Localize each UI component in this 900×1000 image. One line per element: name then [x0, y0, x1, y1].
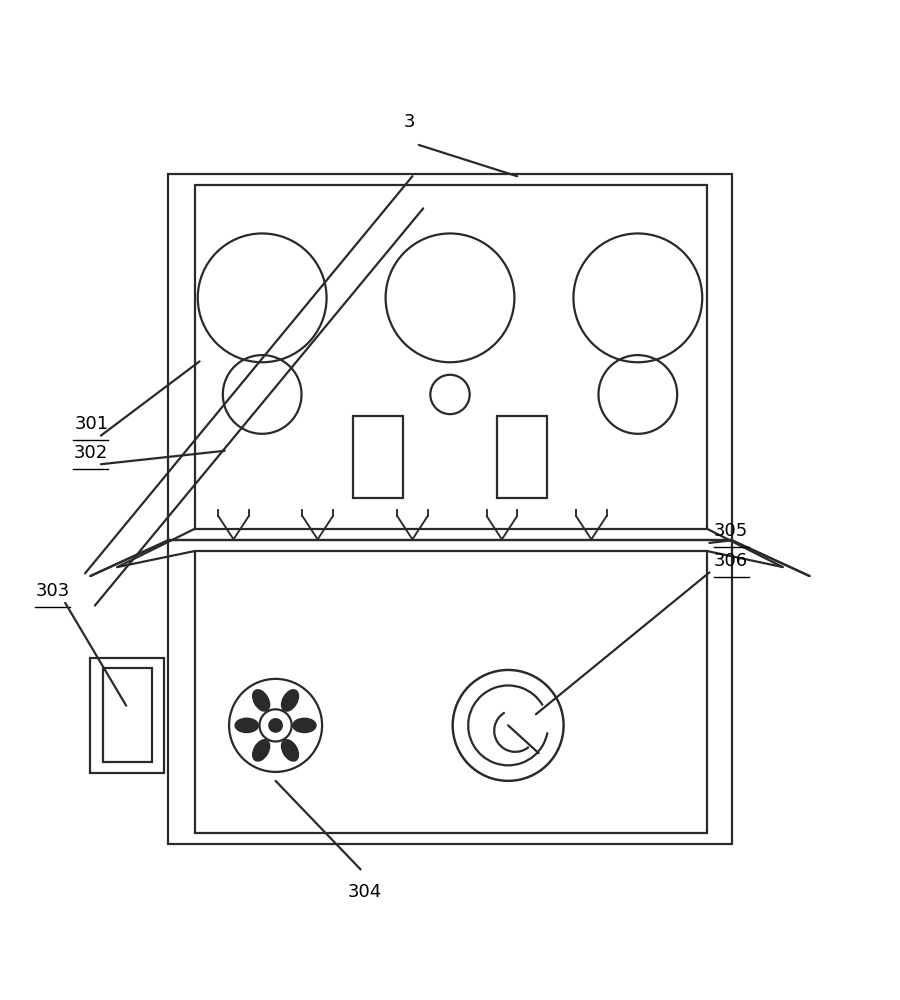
- Bar: [498, 416, 546, 498]
- Ellipse shape: [282, 740, 299, 761]
- Bar: [90, 658, 164, 773]
- Text: 306: 306: [714, 552, 748, 570]
- Bar: [195, 551, 706, 833]
- Ellipse shape: [292, 718, 316, 733]
- Bar: [168, 540, 732, 844]
- Text: 304: 304: [348, 883, 382, 901]
- Text: 3: 3: [404, 113, 416, 131]
- Ellipse shape: [253, 690, 270, 711]
- Text: 301: 301: [74, 415, 108, 433]
- Bar: [103, 668, 152, 762]
- Text: 305: 305: [714, 522, 748, 540]
- Ellipse shape: [253, 740, 270, 761]
- Ellipse shape: [282, 690, 299, 711]
- Circle shape: [269, 719, 282, 732]
- Bar: [168, 174, 732, 540]
- Bar: [195, 185, 706, 529]
- Text: 302: 302: [74, 444, 108, 462]
- Ellipse shape: [235, 718, 258, 733]
- Text: 303: 303: [36, 582, 70, 600]
- Bar: [354, 416, 402, 498]
